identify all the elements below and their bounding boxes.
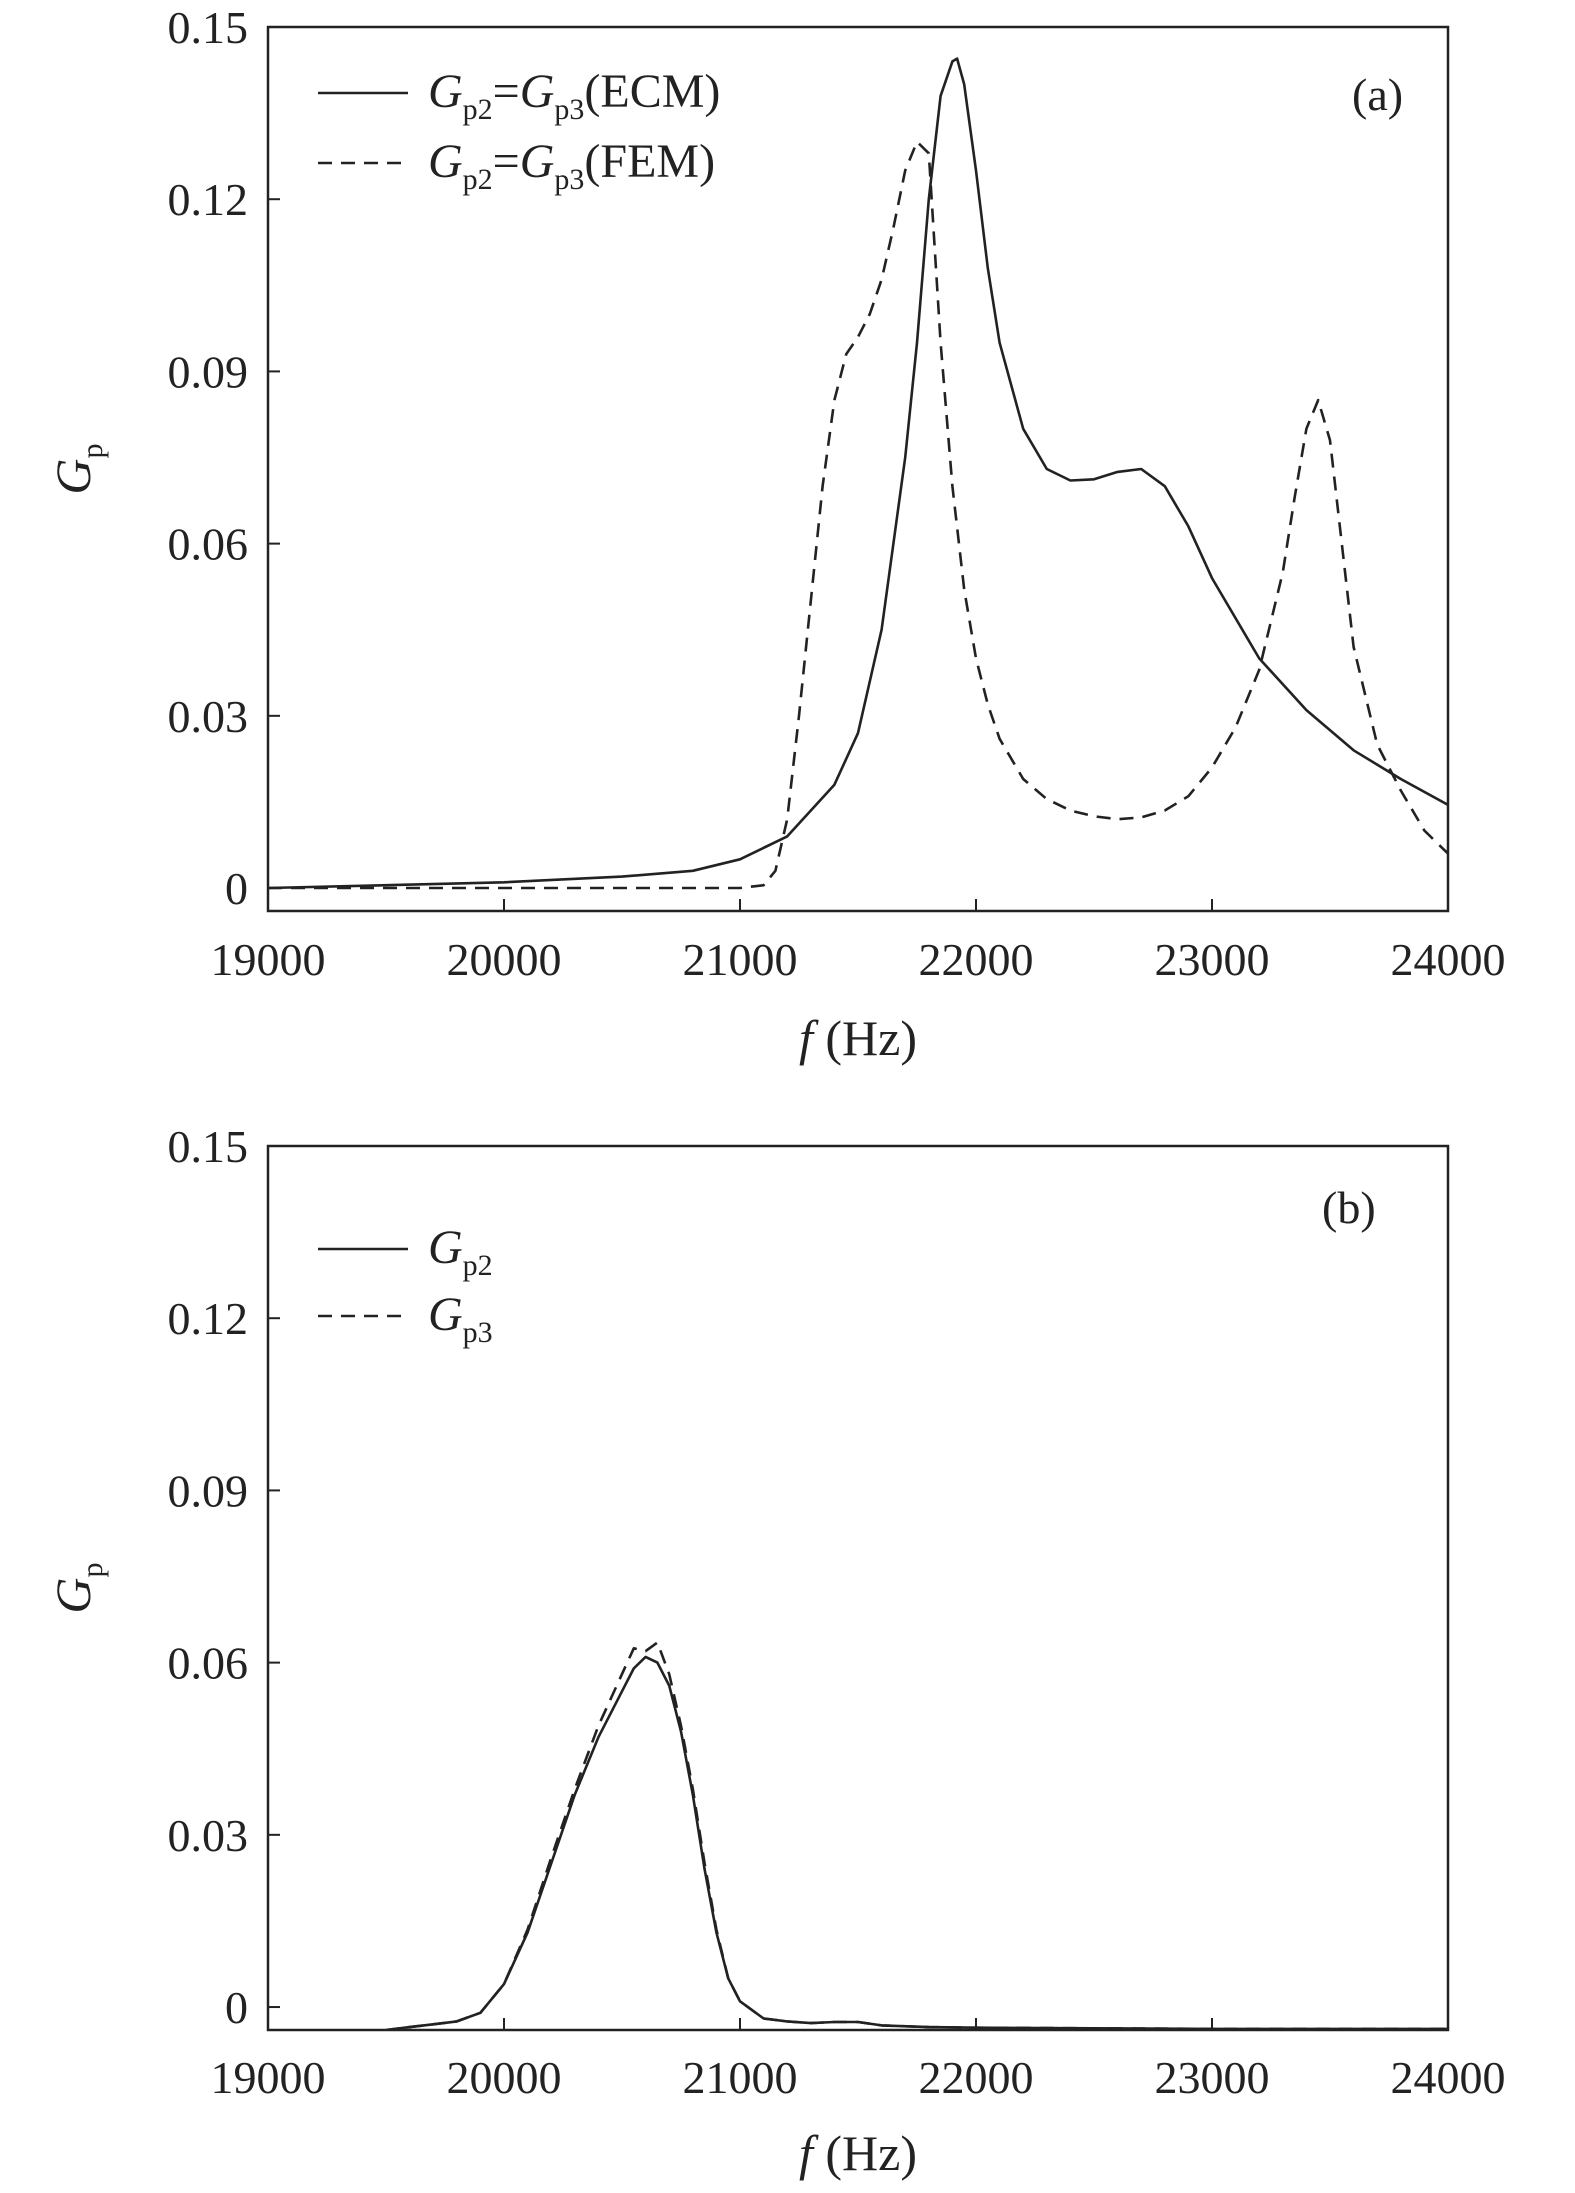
x-tick-label: 24000 xyxy=(1391,934,1506,985)
x-tick-label: 19000 xyxy=(211,2052,326,2103)
y-tick-label: 0.12 xyxy=(168,174,249,225)
y-axis-title: Gp xyxy=(45,1562,109,1613)
legend-entry: Gp2=Gp3(FEM) xyxy=(428,135,715,196)
series-line-dashed xyxy=(385,1641,1448,2030)
y-tick-label: 0 xyxy=(225,1982,248,2033)
y-tick-label: 0.09 xyxy=(168,346,249,397)
chart-panel-a: 19000 20000 21000 22000 23000 24000 0 0.03 0.06 0… xyxy=(45,2,1506,1066)
x-tick-label: 24000 xyxy=(1391,2052,1506,2103)
chart-panel-b: 19000 20000 21000 22000 23000 24000 0 0.03 0.06 0… xyxy=(45,1121,1506,2181)
panel-label: (a) xyxy=(1352,69,1403,120)
series-line-dashed xyxy=(268,140,1448,890)
x-tick-label: 23000 xyxy=(1155,934,1270,985)
x-tick-label: 21000 xyxy=(683,934,798,985)
x-axis-title: f (Hz) xyxy=(799,2125,917,2181)
plot-frame xyxy=(266,1144,1450,2032)
y-tick-label: 0.12 xyxy=(168,1293,249,1344)
panel-label: (b) xyxy=(1322,1182,1376,1233)
y-axis-title: Gp xyxy=(45,443,109,494)
y-tick-label: 0.06 xyxy=(168,519,249,570)
x-tick-label: 23000 xyxy=(1155,2052,1270,2103)
x-tick-label: 21000 xyxy=(683,2052,798,2103)
legend-entry: Gp2=Gp3(ECM) xyxy=(428,65,720,126)
series-line-solid xyxy=(268,57,1448,890)
x-tick-label: 19000 xyxy=(211,934,326,985)
legend-entry: Gp2 xyxy=(428,1221,493,1282)
x-tick-label: 20000 xyxy=(447,2052,562,2103)
y-tick-label: 0.15 xyxy=(168,2,249,53)
y-tick-label: 0 xyxy=(225,863,248,914)
x-tick-label: 22000 xyxy=(919,2052,1034,2103)
y-tick-label: 0.03 xyxy=(168,691,249,742)
plot-frame xyxy=(266,25,1450,913)
x-tick-label: 22000 xyxy=(919,934,1034,985)
y-tick-label: 0.03 xyxy=(168,1810,249,1861)
x-axis-title: f (Hz) xyxy=(799,1010,917,1066)
y-tick-label: 0.15 xyxy=(168,1121,249,1172)
y-tick-label: 0.06 xyxy=(168,1638,249,1689)
legend-entry: Gp3 xyxy=(428,1288,493,1349)
y-tick-label: 0.09 xyxy=(168,1465,249,1516)
x-tick-label: 20000 xyxy=(447,934,562,985)
